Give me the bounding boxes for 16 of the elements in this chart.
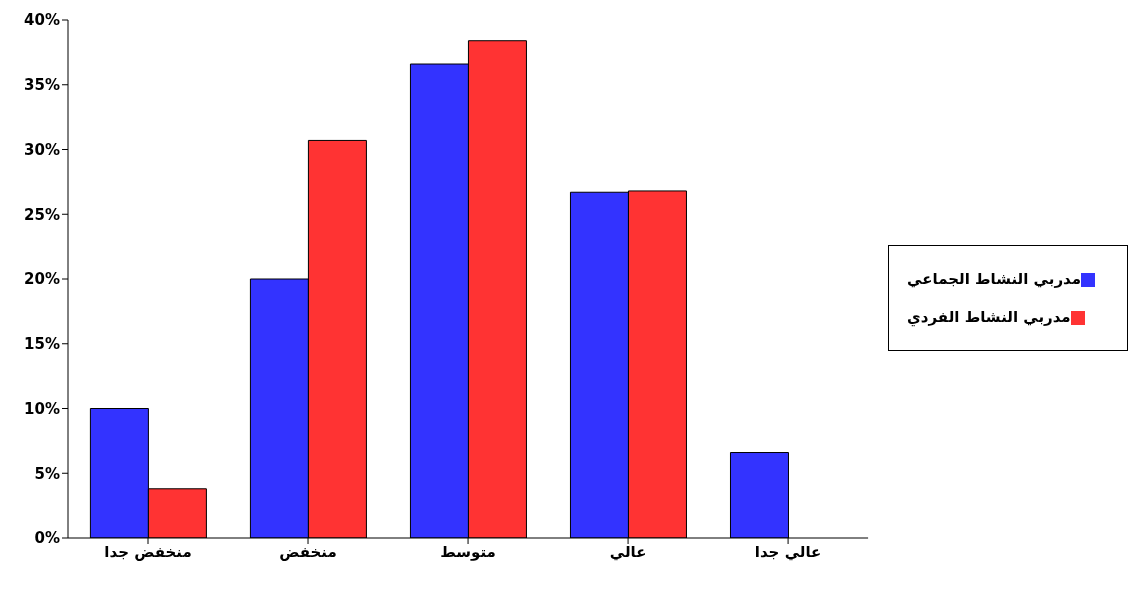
x-tick-label: منخفض جدا: [104, 542, 192, 561]
y-tick-label: 35%: [24, 76, 60, 95]
y-tick-label: 5%: [34, 464, 60, 483]
x-tick-label: متوسط: [440, 542, 496, 561]
y-tick-label: 0%: [34, 529, 60, 548]
legend-label: مدربي النشاط الفردي: [907, 308, 1071, 326]
y-tick-label: 10%: [24, 399, 60, 418]
y-tick-label: 20%: [24, 270, 60, 289]
y-tick-label: 25%: [24, 205, 60, 224]
y-tick-label: 30%: [24, 140, 60, 159]
x-tick-label: عالي جدا: [754, 542, 822, 561]
y-tick-label: 15%: [24, 335, 60, 354]
x-tick-label: منخفض: [279, 542, 337, 561]
x-tick-label: عالي: [609, 542, 647, 561]
legend-label: مدربي النشاط الجماعي: [907, 270, 1081, 288]
y-tick-label: 40%: [24, 11, 60, 30]
